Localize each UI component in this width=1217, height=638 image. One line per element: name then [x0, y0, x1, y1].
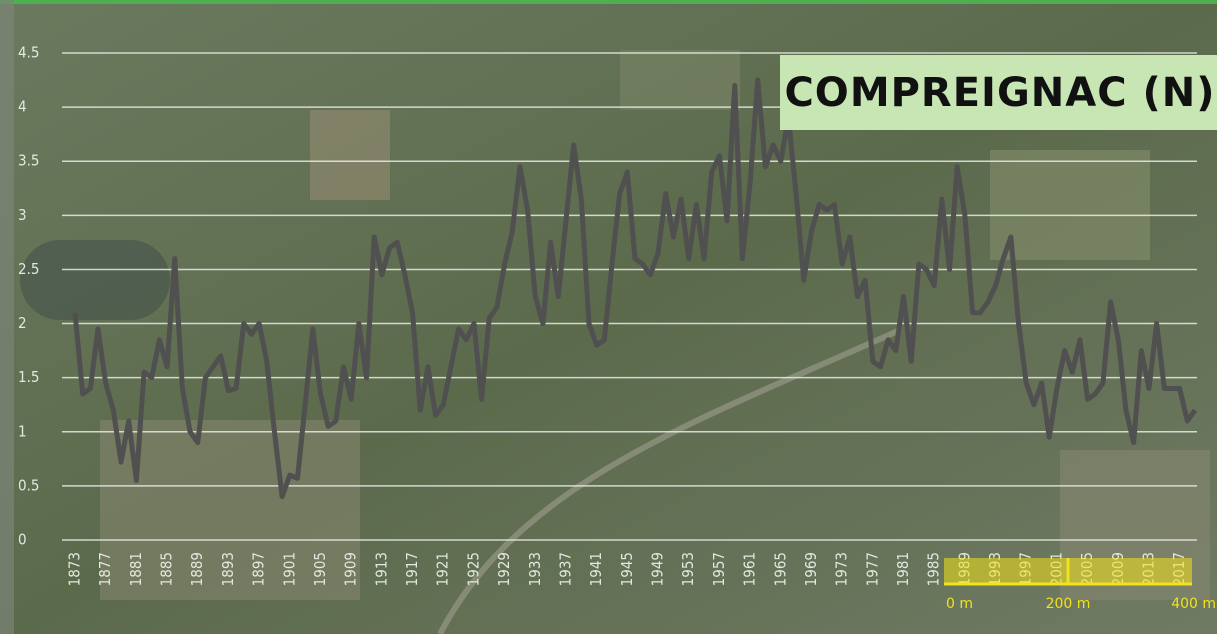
- x-tick-label: 1905: [311, 552, 329, 586]
- x-tick-label: 1929: [495, 552, 513, 586]
- x-tick-label: 1969: [802, 552, 820, 586]
- scale-bar: 0 m 200 m 400 m: [944, 558, 1216, 612]
- x-tick-label: 1873: [66, 552, 84, 586]
- y-tick-label: 2: [18, 314, 27, 332]
- x-tick-label: 1957: [710, 552, 728, 586]
- x-tick-label: 1933: [526, 552, 544, 586]
- x-tick-label: 1913: [372, 552, 390, 586]
- x-tick-label: 1917: [403, 552, 421, 586]
- y-tick-label: 3: [18, 206, 27, 224]
- x-tick-label: 1985: [925, 552, 943, 586]
- x-tick-label: 1885: [158, 552, 176, 586]
- plot: [72, 77, 1198, 500]
- left-strip: [0, 0, 14, 634]
- x-tick-label: 1925: [464, 552, 482, 586]
- x-tick-label: 1901: [280, 552, 298, 586]
- y-tick-label: 0.5: [18, 476, 39, 494]
- top-border: [0, 0, 1217, 4]
- scale-label: 0 m: [946, 596, 973, 612]
- chart-title: COMPREIGNAC (N): [784, 70, 1215, 116]
- x-tick-label: 1965: [771, 552, 789, 586]
- x-tick-label: 1909: [342, 552, 360, 586]
- x-tick-label: 1893: [219, 552, 237, 586]
- x-tick-label: 1937: [556, 552, 574, 586]
- y-tick-label: 1.5: [18, 368, 39, 386]
- x-tick-label: 1953: [679, 552, 697, 586]
- x-tick-label: 1897: [250, 552, 268, 586]
- y-tick-label: 4.5: [18, 44, 39, 62]
- y-tick-label: 3.5: [18, 152, 39, 170]
- scale-label: 400 m: [1171, 596, 1216, 612]
- y-tick-label: 2.5: [18, 260, 39, 278]
- title-box: [780, 55, 1217, 130]
- y-tick-label: 4: [18, 98, 27, 116]
- x-tick-label: 1977: [863, 552, 881, 586]
- y-tick-label: 1: [18, 422, 27, 440]
- x-tick-label: 1941: [587, 552, 605, 586]
- scale-label: 200 m: [1046, 596, 1091, 612]
- x-tick-label: 1981: [894, 552, 912, 586]
- x-tick-label: 1961: [741, 552, 759, 586]
- data-line: [72, 77, 1198, 500]
- x-tick-label: 1889: [188, 552, 206, 586]
- x-tick-label: 1949: [649, 552, 667, 586]
- x-tick-label: 1945: [618, 552, 636, 586]
- y-tick-label: 0: [18, 531, 27, 549]
- x-tick-label: 1973: [833, 552, 851, 586]
- x-tick-label: 1921: [434, 552, 452, 586]
- x-tick-label: 1877: [96, 552, 114, 586]
- x-tick-label: 1881: [127, 552, 145, 586]
- grid: 0 0.5 1 1.5 2 2.5 3 3.5 4 4.5 1873 1877 1881 1885 1889…: [18, 44, 1197, 586]
